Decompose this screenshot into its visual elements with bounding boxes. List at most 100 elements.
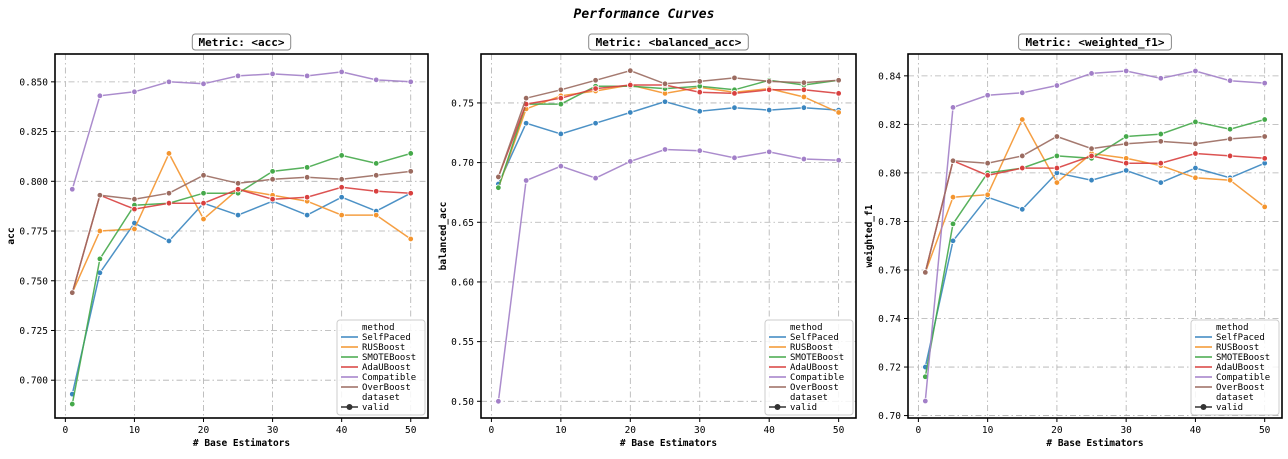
data-point-overboost	[407, 168, 414, 175]
legend-label-adauboost: AdaUBoost	[362, 363, 411, 373]
x-tick-label: 40	[1190, 425, 1202, 436]
data-point-compatible	[269, 70, 276, 78]
x-tick-label: 30	[267, 425, 279, 436]
data-point-smoteboost	[407, 150, 414, 157]
legend-marker-valid	[346, 404, 353, 410]
y-tick-label: 0.75	[451, 98, 474, 109]
data-point-smoteboost	[1053, 152, 1061, 160]
legend-box	[336, 319, 426, 416]
legend-marker-valid	[1200, 404, 1207, 410]
y-tick-label: 0.82	[878, 120, 901, 131]
data-point-adauboost	[800, 86, 808, 94]
x-tick-label: 0	[489, 425, 495, 436]
data-point-selfpaced	[696, 108, 703, 115]
y-tick-label: 0.70	[878, 411, 901, 422]
data-point-compatible	[495, 398, 502, 405]
legend-label-rusboost: RUSBoost	[1216, 343, 1259, 353]
data-point-compatible	[627, 158, 634, 165]
data-point-adauboost	[1122, 159, 1130, 167]
data-point-adauboost	[303, 194, 311, 201]
x-axis-label: # Base Estimators	[193, 438, 290, 449]
x-tick-label: 30	[694, 425, 706, 436]
data-point-overboost	[1192, 140, 1199, 147]
data-point-overboost	[731, 74, 738, 82]
x-tick-label: 0	[916, 425, 922, 436]
y-axis-label: acc	[6, 227, 17, 244]
data-point-overboost	[557, 86, 565, 94]
data-point-compatible	[1122, 67, 1130, 75]
data-point-smoteboost	[557, 100, 565, 108]
data-point-adauboost	[1226, 152, 1234, 160]
y-tick-label: 0.750	[19, 276, 48, 287]
data-point-smoteboost	[1122, 133, 1130, 140]
y-tick-label: 0.55	[451, 337, 474, 348]
data-point-overboost	[765, 78, 773, 85]
panel-title-box	[191, 33, 292, 51]
legend-box	[764, 319, 854, 416]
data-point-compatible	[522, 177, 530, 184]
data-point-selfpaced	[338, 194, 345, 201]
y-tick-label: 0.50	[451, 397, 474, 408]
y-tick-label: 0.80	[878, 168, 901, 179]
data-point-smoteboost	[495, 184, 502, 191]
data-point-compatible	[1019, 89, 1026, 97]
legend: methodSelfPacedRUSBoostSMOTEBoostAdaUBoo…	[336, 319, 426, 416]
data-point-rusboost	[1053, 179, 1061, 186]
data-point-rusboost	[1261, 203, 1268, 211]
data-point-compatible	[131, 88, 138, 95]
data-point-selfpaced	[522, 120, 530, 127]
data-point-overboost	[627, 67, 634, 74]
data-point-compatible	[922, 397, 929, 405]
x-axis-label: # Base Estimators	[620, 438, 717, 449]
data-point-selfpaced	[592, 120, 599, 127]
data-point-overboost	[200, 172, 207, 179]
data-point-overboost	[1019, 152, 1026, 160]
figure-title: Performance Curves	[574, 7, 715, 22]
legend-label-rusboost: RUSBoost	[362, 343, 405, 353]
data-point-rusboost	[131, 225, 138, 233]
data-point-compatible	[800, 155, 808, 163]
x-tick-label: 20	[1051, 425, 1063, 436]
data-point-compatible	[696, 147, 703, 154]
x-tick-label: 10	[555, 425, 567, 436]
data-point-compatible	[69, 186, 76, 193]
data-point-overboost	[1122, 140, 1130, 147]
legend-label-compatible: Compatible	[790, 373, 844, 383]
data-point-adauboost	[984, 172, 991, 179]
data-point-overboost	[269, 176, 276, 183]
data-point-smoteboost	[338, 152, 345, 159]
legend-label-overboost: OverBoost	[1216, 383, 1265, 393]
data-point-adauboost	[1088, 152, 1095, 160]
y-tick-label: 0.78	[878, 217, 901, 228]
data-point-compatible	[96, 92, 104, 99]
panel-title: Metric: <acc>	[198, 36, 284, 49]
legend-label-valid: valid	[1216, 403, 1243, 413]
legend-title-method: method	[362, 323, 395, 333]
data-point-overboost	[835, 77, 842, 84]
data-point-smoteboost	[200, 190, 207, 197]
y-tick-label: 0.76	[878, 265, 901, 276]
data-point-selfpaced	[1157, 179, 1164, 186]
data-point-adauboost	[592, 85, 599, 92]
x-axis-label: # Base Estimators	[1046, 438, 1143, 449]
panel-title: Metric: <weighted_f1>	[1025, 36, 1164, 49]
legend-marker-valid	[774, 404, 781, 410]
data-point-rusboost	[338, 211, 345, 219]
panel-title-box	[1018, 33, 1172, 51]
data-point-compatible	[407, 78, 414, 86]
data-point-adauboost	[372, 188, 380, 195]
x-tick-label: 30	[1120, 425, 1132, 436]
data-point-compatible	[303, 72, 311, 80]
legend-title-dataset: dataset	[362, 393, 400, 403]
legend: methodSelfPacedRUSBoostSMOTEBoostAdaUBoo…	[764, 319, 854, 416]
data-point-adauboost	[131, 205, 138, 213]
data-point-overboost	[696, 78, 703, 85]
data-point-selfpaced	[627, 109, 634, 116]
data-point-smoteboost	[1192, 118, 1199, 126]
y-tick-label: 0.84	[878, 71, 901, 82]
data-point-adauboost	[627, 81, 634, 89]
y-tick-label: 0.825	[19, 127, 48, 138]
data-point-compatible	[765, 148, 773, 156]
legend-label-smoteboost: SMOTEBoost	[1216, 353, 1270, 363]
